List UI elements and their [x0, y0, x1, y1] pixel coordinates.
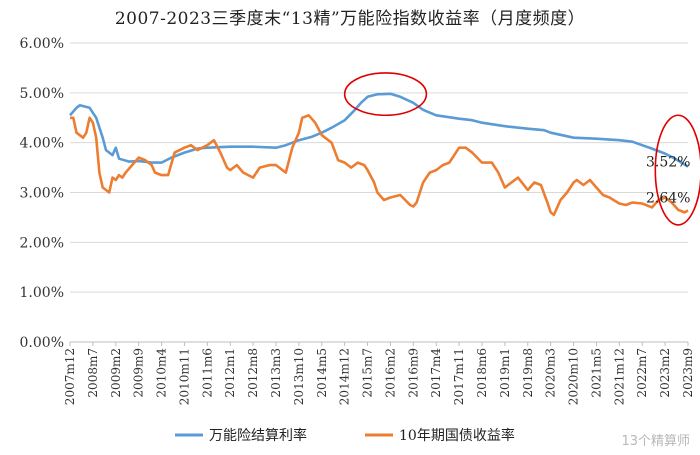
watermark-text: 13个精算师 — [621, 434, 690, 449]
data-label: 3.52% — [646, 155, 690, 171]
x-tick-label: 2015m7 — [361, 348, 375, 398]
x-tick-label: 2021m5 — [589, 348, 603, 398]
chart-title: 2007-2023三季度末“13精”万能险指数收益率（月度频度） — [114, 9, 586, 29]
x-tick-label: 2017m11 — [452, 348, 466, 405]
x-tick-label: 2022m7 — [635, 348, 649, 398]
legend-label: 10年期国债收益率 — [399, 427, 515, 444]
y-tick-label: 0.00% — [20, 335, 64, 351]
series-line-universal-life-rate — [69, 92, 689, 168]
x-tick-label: 2007m12 — [63, 348, 77, 405]
y-tick-label: 2.00% — [20, 235, 64, 251]
x-tick-label: 2012m1 — [223, 348, 237, 398]
y-tick-label: 1.00% — [20, 285, 64, 301]
x-tick-label: 2018m6 — [475, 348, 489, 398]
highlight-ellipse — [343, 72, 428, 117]
legend-label: 万能险结算利率 — [209, 427, 307, 444]
x-tick-label: 2009m9 — [132, 348, 146, 398]
y-tick-label: 6.00% — [20, 36, 64, 52]
x-tick-label: 2019m1 — [498, 348, 512, 398]
x-tick-label: 2021m12 — [612, 348, 626, 405]
x-tick-label: 2012m8 — [246, 348, 260, 398]
x-tick-label: 2016m9 — [406, 348, 420, 398]
x-tick-label: 2008m7 — [86, 348, 100, 398]
x-tick-label: 2011m6 — [200, 348, 214, 398]
data-label: 2.64% — [646, 190, 690, 206]
x-tick-label: 2010m4 — [155, 348, 169, 398]
x-tick-label: 2014m5 — [315, 348, 329, 398]
x-tick-label: 2020m3 — [544, 348, 558, 398]
x-tick-label: 2023m9 — [681, 348, 695, 398]
x-tick-label: 2010m11 — [177, 348, 191, 405]
x-tick-label: 2014m12 — [338, 348, 352, 405]
x-tick-label: 2013m3 — [269, 348, 283, 398]
x-tick-label: 2013m10 — [292, 348, 306, 405]
y-tick-label: 5.00% — [20, 86, 64, 102]
y-tick-label: 4.00% — [20, 136, 64, 152]
y-tick-label: 3.00% — [20, 186, 64, 202]
x-tick-label: 2016m2 — [383, 348, 397, 398]
x-tick-label: 2017m4 — [429, 348, 443, 398]
series-line-10y-bond-yield — [70, 114, 689, 217]
highlight-ellipse — [654, 114, 700, 226]
x-tick-label: 2020m10 — [567, 348, 581, 405]
x-tick-label: 2019m8 — [521, 348, 535, 398]
x-tick-label: 2023m2 — [658, 348, 672, 398]
x-tick-label: 2009m2 — [109, 348, 123, 398]
